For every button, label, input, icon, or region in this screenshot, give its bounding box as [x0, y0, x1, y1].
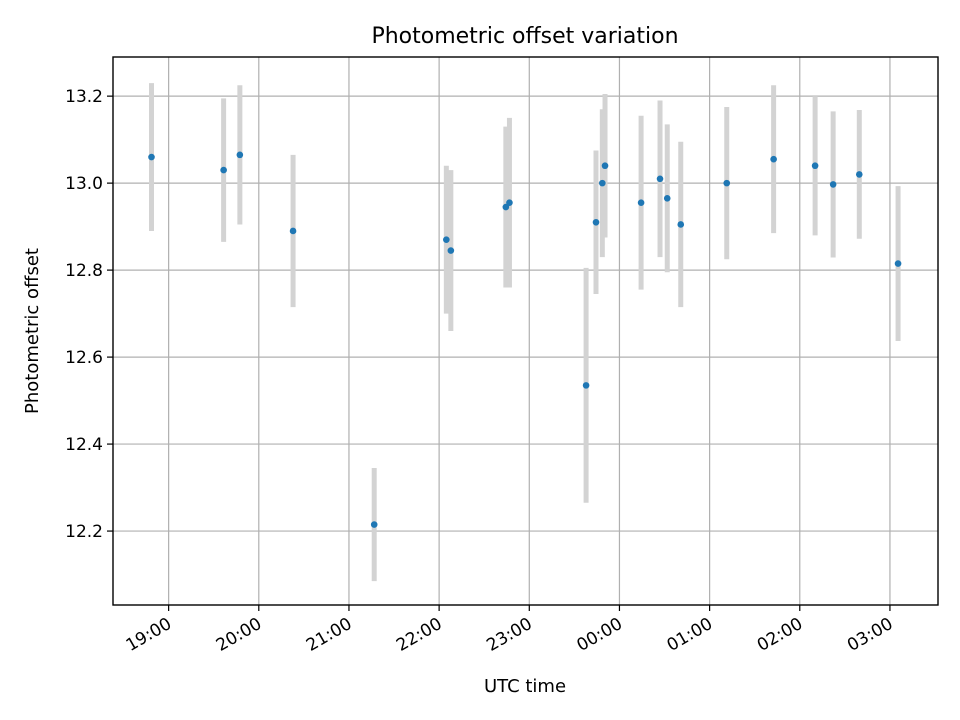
- data-point: [236, 151, 244, 159]
- data-point: [220, 166, 227, 174]
- x-tick-label: 20:00: [213, 614, 265, 656]
- x-tick-label: 21:00: [303, 614, 355, 656]
- x-tick-label: 01:00: [664, 614, 716, 656]
- y-tick-label: 13.2: [65, 87, 103, 107]
- data-point: [601, 162, 609, 170]
- error-bars: [149, 83, 901, 582]
- y-axis-label: Photometric offset: [22, 248, 43, 414]
- data-point: [289, 227, 297, 235]
- data-point: [723, 179, 731, 187]
- data-point: [811, 162, 819, 170]
- y-tick-label: 12.2: [65, 522, 103, 542]
- data-point: [447, 247, 455, 254]
- data-point: [370, 521, 378, 528]
- data-point: [637, 199, 645, 206]
- y-tick-label: 12.6: [65, 348, 103, 368]
- data-point: [502, 203, 510, 211]
- data-point: [443, 236, 450, 243]
- y-axis-ticks: 12.2 12.4 12.6 12.8 13.0 13.2: [65, 87, 113, 542]
- x-tick-label: 00:00: [574, 614, 626, 656]
- data-point: [599, 179, 606, 187]
- data-point: [663, 195, 671, 202]
- x-axis-label: UTC time: [484, 676, 566, 697]
- x-tick-label: 19:00: [123, 614, 175, 656]
- x-axis-ticks: 19:00 20:00 21:00 22:00 23:00 00:00 01:00 02:00…: [123, 605, 896, 656]
- x-tick-label: 22:00: [393, 614, 445, 656]
- data-point: [656, 175, 664, 183]
- x-tick-label: 23:00: [483, 614, 535, 656]
- chart-title: Photometric offset variation: [371, 24, 678, 49]
- y-tick-label: 12.4: [65, 435, 103, 455]
- y-tick-label: 12.8: [65, 261, 103, 281]
- data-point: [770, 155, 777, 163]
- x-tick-label: 03:00: [844, 614, 896, 656]
- data-point: [677, 221, 685, 228]
- grid-lines: [113, 57, 938, 605]
- data-point: [506, 199, 513, 206]
- data-points: [148, 151, 902, 528]
- data-point: [829, 181, 837, 188]
- y-tick-label: 13.0: [65, 174, 103, 194]
- data-point: [855, 171, 863, 178]
- plot-frame: [112, 56, 939, 606]
- x-tick-label: 02:00: [754, 614, 806, 656]
- data-point: [582, 382, 590, 389]
- data-point: [148, 153, 155, 161]
- data-point: [894, 260, 902, 267]
- data-point: [592, 218, 600, 226]
